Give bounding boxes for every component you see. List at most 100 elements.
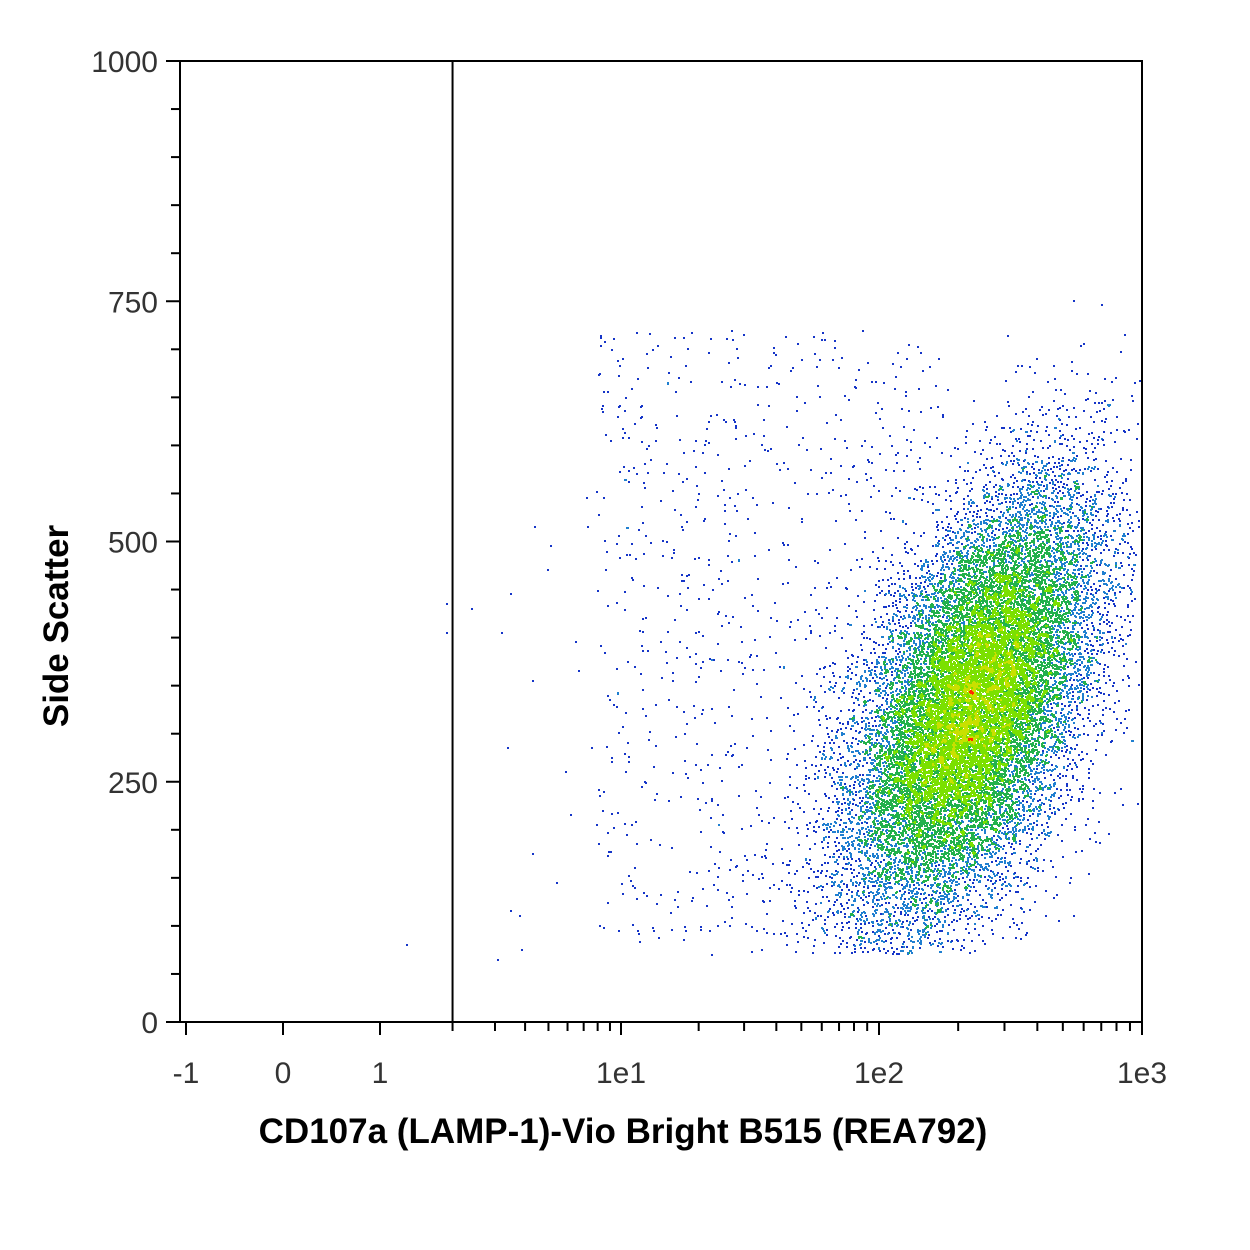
event-dot [869, 771, 871, 773]
event-dot [866, 852, 868, 854]
event-dot [840, 710, 842, 712]
event-dot [995, 775, 997, 777]
event-dot [936, 831, 938, 833]
event-dot [1061, 423, 1063, 425]
event-dot [975, 848, 977, 850]
event-dot [967, 518, 969, 520]
event-dot [904, 807, 906, 809]
event-dot [864, 941, 866, 943]
event-dot [981, 709, 983, 711]
event-dot [875, 769, 877, 771]
event-dot [862, 951, 864, 953]
event-dot [869, 692, 871, 694]
event-dot [833, 884, 835, 886]
event-dot [1086, 667, 1088, 669]
event-dot [912, 923, 914, 925]
event-dot [952, 672, 954, 674]
event-dot [860, 897, 862, 899]
event-dot [848, 899, 850, 901]
event-dot [991, 457, 993, 459]
event-dot [840, 894, 842, 896]
event-dot [1016, 564, 1018, 566]
event-dot [794, 900, 796, 902]
event-dot [918, 888, 920, 890]
event-dot [989, 728, 991, 730]
event-dot [901, 808, 903, 810]
event-dot [928, 606, 930, 608]
event-dot [966, 483, 968, 485]
event-dot [833, 914, 835, 916]
event-dot [906, 681, 908, 683]
event-dot [895, 604, 897, 606]
event-dot [903, 901, 905, 903]
event-dot [1005, 835, 1007, 837]
event-dot [924, 634, 926, 636]
event-dot [965, 915, 967, 917]
event-dot [1015, 571, 1017, 573]
event-dot [963, 609, 965, 611]
event-dot [1053, 573, 1055, 575]
event-dot [970, 505, 972, 507]
event-dot [934, 583, 936, 585]
event-dot [925, 561, 927, 563]
event-dot [1081, 751, 1083, 753]
event-dot [1019, 523, 1021, 525]
event-dot [838, 892, 840, 894]
event-dot [813, 885, 815, 887]
event-dot [1094, 479, 1096, 481]
event-dot [942, 924, 944, 926]
event-dot [865, 794, 867, 796]
event-dot [900, 879, 902, 881]
event-dot [926, 716, 928, 718]
event-dot [877, 862, 879, 864]
event-dot [971, 608, 973, 610]
event-dot [986, 817, 988, 819]
event-dot [960, 647, 962, 649]
event-dot [1028, 494, 1030, 496]
event-dot [968, 565, 970, 567]
event-dot [839, 779, 841, 781]
event-dot [1019, 441, 1021, 443]
event-dot [902, 587, 904, 589]
event-dot [1065, 731, 1067, 733]
event-dot [986, 846, 988, 848]
event-dot [890, 708, 892, 710]
event-dot [904, 680, 906, 682]
event-dot [834, 926, 836, 928]
event-dot [1015, 513, 1017, 515]
event-dot [1017, 511, 1019, 513]
event-dot [887, 841, 889, 843]
event-dot [972, 795, 974, 797]
event-dot [1092, 625, 1094, 627]
event-dot [909, 884, 911, 886]
event-dot [997, 790, 999, 792]
event-dot [967, 578, 969, 580]
event-dot [1029, 886, 1031, 888]
event-dot [908, 924, 910, 926]
event-dot [1132, 530, 1134, 532]
event-dot [1016, 578, 1018, 580]
event-dot [1038, 469, 1040, 471]
event-dot [808, 793, 810, 795]
event-dot [911, 583, 913, 585]
event-dot [1066, 789, 1068, 791]
event-dot [898, 831, 900, 833]
event-dot [942, 546, 944, 548]
event-dot [1102, 524, 1104, 526]
event-dot [928, 614, 930, 616]
event-dot [992, 557, 994, 559]
event-dot [986, 566, 988, 568]
event-dot [990, 840, 992, 842]
event-dot [1045, 679, 1047, 681]
event-dot [1095, 602, 1097, 604]
event-dot [929, 576, 931, 578]
event-dot [1014, 524, 1016, 526]
event-dot [1117, 549, 1119, 551]
event-dot [1052, 866, 1054, 868]
event-dot [1097, 629, 1099, 631]
event-dot [1041, 737, 1043, 739]
event-dot [1004, 730, 1006, 732]
event-dot [1044, 592, 1046, 594]
event-dot [946, 781, 948, 783]
event-dot [878, 735, 880, 737]
